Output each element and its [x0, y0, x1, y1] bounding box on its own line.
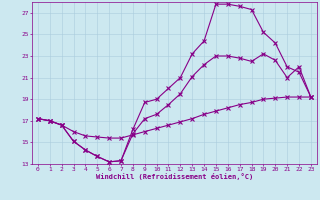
- X-axis label: Windchill (Refroidissement éolien,°C): Windchill (Refroidissement éolien,°C): [96, 173, 253, 180]
